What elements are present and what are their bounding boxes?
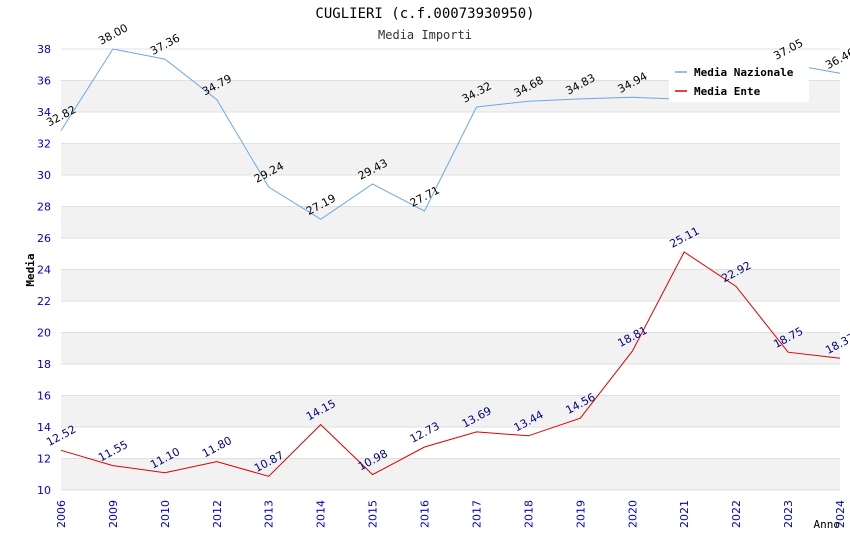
y-tick-label: 20 [37,327,51,340]
legend-label: Media Nazionale [694,66,794,79]
x-tick-label: 2024 [834,500,847,528]
y-tick-label: 34 [37,106,51,119]
plot-background [61,49,840,490]
gridlines [61,48,840,491]
y-tick-label: 22 [37,295,51,308]
x-axis-ticks: 2006 2009 2010 2012 2013 2014 2015 2016 2017 2018… [55,500,847,528]
background-band [61,332,840,364]
x-tick-label: 2021 [678,500,691,528]
x-tick-label: 2018 [522,500,535,528]
x-tick-label: 2020 [626,500,639,528]
y-tick-label: 14 [37,421,51,434]
legend: Media Nazionale Media Ente [669,60,809,102]
x-tick-label: 2023 [782,500,795,528]
y-tick-label: 36 [37,75,51,88]
background-band [61,395,840,427]
x-tick-label: 2010 [159,500,172,528]
y-tick-label: 24 [37,264,51,277]
x-tick-label: 2013 [263,500,276,528]
y-tick-label: 18 [37,358,51,371]
x-tick-label: 2009 [107,500,120,528]
background-band [61,364,840,396]
background-band [61,269,840,301]
background-band [61,238,840,270]
y-axis-ticks: 10 12 14 16 18 20 22 24 26 28 30 32 34 36 38 [37,43,51,497]
y-axis-label: Media [24,253,37,286]
x-tick-label: 2022 [730,500,743,528]
background-band [61,206,840,238]
background-band [61,458,840,490]
y-tick-label: 38 [37,43,51,56]
x-tick-label: 2019 [574,500,587,528]
x-tick-label: 2006 [55,500,68,528]
legend-label: Media Ente [694,85,761,98]
y-tick-label: 28 [37,201,51,214]
y-tick-label: 32 [37,138,51,151]
background-band [61,112,840,144]
legend-box [669,60,809,102]
background-band [61,427,840,459]
x-tick-label: 2015 [367,500,380,528]
x-tick-label: 2012 [211,500,224,528]
y-tick-label: 30 [37,169,51,182]
x-axis-label: Anno [814,518,841,531]
data-label: 38.00 [96,21,130,47]
y-tick-label: 16 [37,390,51,403]
chart-subtitle: Media Importi [378,28,472,42]
background-band [61,175,840,207]
y-tick-label: 10 [37,484,51,497]
background-band [61,301,840,333]
y-tick-label: 26 [37,232,51,245]
x-tick-label: 2016 [419,500,432,528]
y-tick-label: 12 [37,453,51,466]
series-line-2 [60,251,841,477]
x-tick-label: 2014 [315,500,328,528]
chart-title: CUGLIERI (c.f.00073930950) [315,6,534,22]
x-tick-label: 2017 [470,500,483,528]
